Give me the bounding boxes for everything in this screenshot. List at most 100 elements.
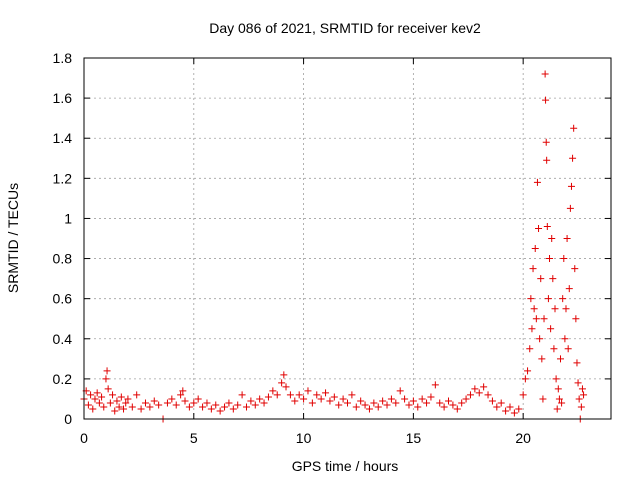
data-point bbox=[542, 138, 550, 146]
data-point bbox=[564, 345, 572, 353]
data-point bbox=[282, 383, 290, 391]
data-point bbox=[87, 391, 95, 399]
data-point bbox=[565, 285, 573, 293]
tick-labels: 0 5 10 15 20 0 0.2 0.4 0.6 0.8 1 1.2 1.4 1.6 1.8 bbox=[53, 50, 532, 446]
data-point bbox=[278, 379, 286, 387]
data-point bbox=[352, 403, 360, 411]
chart-title: Day 086 of 2021, SRMTID for receiver kev… bbox=[209, 20, 481, 36]
data-point bbox=[396, 387, 404, 395]
data-point bbox=[95, 399, 103, 407]
data-point bbox=[269, 387, 277, 395]
data-point bbox=[530, 305, 538, 313]
data-point bbox=[89, 405, 97, 413]
data-point bbox=[146, 403, 154, 411]
data-point bbox=[185, 403, 193, 411]
data-point bbox=[247, 397, 255, 405]
data-point bbox=[225, 399, 233, 407]
data-point bbox=[229, 405, 237, 413]
grid bbox=[84, 58, 611, 419]
data-point bbox=[515, 405, 523, 413]
y-tick-label: 0.8 bbox=[53, 251, 73, 267]
data-point bbox=[566, 204, 574, 212]
data-point bbox=[344, 399, 351, 407]
y-tick-label: 0.6 bbox=[53, 291, 73, 307]
data-point bbox=[339, 395, 347, 403]
data-point bbox=[91, 395, 99, 403]
data-point bbox=[181, 397, 189, 405]
data-point bbox=[260, 399, 268, 407]
data-point bbox=[555, 395, 563, 403]
data-point bbox=[423, 399, 431, 407]
data-point bbox=[578, 385, 586, 393]
data-point bbox=[560, 255, 568, 263]
data-point bbox=[571, 265, 579, 273]
y-tick-label: 0.2 bbox=[53, 371, 73, 387]
data-point bbox=[103, 367, 111, 375]
data-point bbox=[203, 399, 211, 407]
data-point bbox=[510, 409, 518, 417]
data-point bbox=[527, 295, 535, 303]
data-point bbox=[84, 401, 92, 409]
data-point bbox=[436, 399, 444, 407]
x-axis-title: GPS time / hours bbox=[292, 458, 399, 474]
data-point bbox=[549, 275, 557, 283]
data-point bbox=[295, 391, 303, 399]
data-point bbox=[543, 222, 551, 230]
data-point bbox=[567, 182, 575, 190]
data-point bbox=[216, 407, 224, 415]
data-point bbox=[300, 395, 308, 403]
data-point bbox=[538, 355, 546, 363]
data-point bbox=[109, 391, 117, 399]
data-point bbox=[212, 401, 220, 409]
data-point bbox=[548, 235, 556, 242]
data-point bbox=[539, 395, 547, 403]
data-point bbox=[541, 70, 549, 78]
data-point bbox=[546, 255, 554, 263]
data-point bbox=[542, 96, 550, 104]
data-point bbox=[471, 385, 479, 393]
data-point bbox=[531, 245, 539, 253]
data-point bbox=[238, 391, 246, 399]
data-point bbox=[558, 399, 566, 407]
data-point bbox=[322, 389, 330, 397]
y-tick-label: 1.4 bbox=[53, 130, 73, 146]
data-point bbox=[199, 403, 207, 411]
data-point bbox=[150, 397, 158, 405]
data-point bbox=[113, 397, 121, 405]
data-point bbox=[521, 375, 529, 383]
data-point bbox=[137, 405, 145, 413]
data-point bbox=[577, 403, 585, 411]
y-tick-label: 1 bbox=[64, 210, 72, 226]
data-point bbox=[286, 391, 294, 399]
data-point bbox=[100, 403, 108, 411]
data-point bbox=[561, 335, 569, 343]
data-point bbox=[387, 395, 395, 403]
data-point bbox=[532, 315, 540, 323]
data-point bbox=[427, 393, 435, 401]
axis-ticks bbox=[83, 57, 611, 420]
data-point bbox=[440, 403, 448, 411]
data-point bbox=[536, 335, 544, 343]
data-point bbox=[462, 395, 470, 403]
data-point bbox=[128, 403, 136, 411]
data-point bbox=[526, 345, 534, 353]
data-point bbox=[133, 391, 141, 399]
data-point bbox=[291, 397, 299, 405]
data-point bbox=[361, 401, 369, 409]
data-point bbox=[379, 397, 387, 405]
data-point bbox=[418, 395, 426, 403]
data-point bbox=[475, 389, 483, 397]
data-point bbox=[488, 397, 496, 405]
data-point bbox=[458, 399, 466, 407]
data-point bbox=[540, 315, 548, 323]
data-point bbox=[575, 395, 583, 403]
data-point bbox=[480, 383, 488, 391]
data-point bbox=[431, 381, 439, 389]
data-point bbox=[348, 391, 356, 399]
data-point bbox=[111, 407, 119, 415]
data-point bbox=[194, 395, 202, 403]
data-point bbox=[409, 397, 417, 405]
data-point bbox=[102, 375, 110, 383]
data-point bbox=[528, 325, 536, 333]
